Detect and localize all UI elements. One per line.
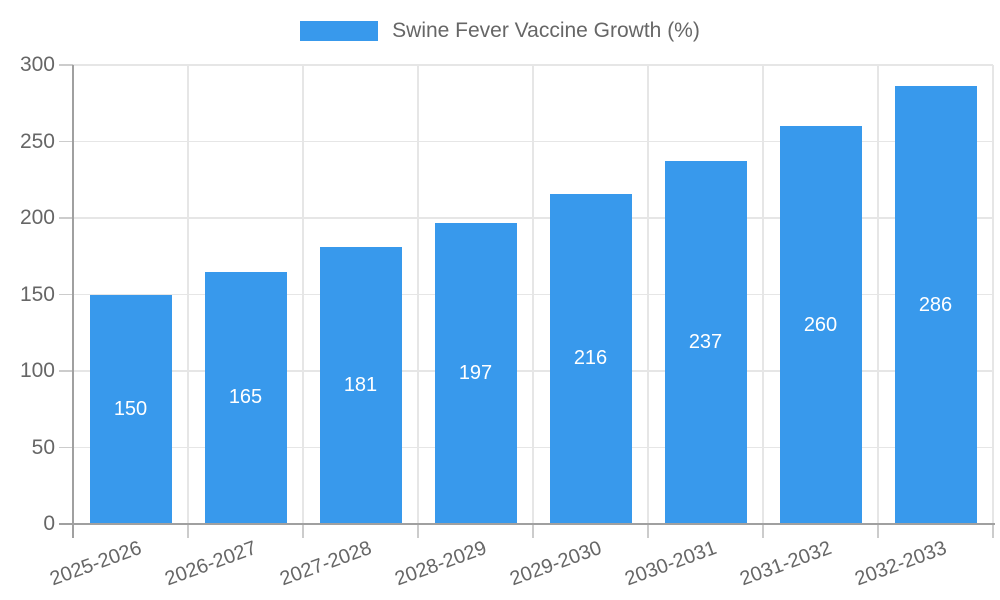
chart-legend[interactable]: Swine Fever Vaccine Growth (%) xyxy=(0,19,1000,42)
y-tick-mark xyxy=(59,140,73,143)
x-gridline xyxy=(992,65,994,524)
y-tick-label: 250 xyxy=(19,129,55,153)
x-gridline xyxy=(877,65,879,524)
x-tick-label: 2029-2030 xyxy=(506,536,605,591)
y-tick-label: 200 xyxy=(19,206,55,229)
x-tick-label: 2025-2026 xyxy=(46,536,145,591)
x-gridline xyxy=(302,65,304,524)
x-gridline xyxy=(647,65,649,524)
x-tick-mark xyxy=(877,524,879,538)
bar-value-label: 181 xyxy=(343,374,378,397)
bar-value-label: 237 xyxy=(688,331,723,354)
y-tick-label: 100 xyxy=(19,359,55,382)
bar-value-label: 197 xyxy=(458,361,493,384)
y-axis-line xyxy=(72,65,74,538)
x-tick-label: 2027-2028 xyxy=(276,536,375,591)
bar: 216 xyxy=(549,193,632,524)
x-tick-mark xyxy=(992,524,994,538)
bar-value-label: 150 xyxy=(113,397,148,420)
x-gridline xyxy=(762,65,764,524)
legend-label: Swine Fever Vaccine Growth (%) xyxy=(392,19,700,42)
x-tick-label: 2026-2027 xyxy=(161,536,260,591)
bar-value-label: 165 xyxy=(228,386,263,409)
y-tick-mark xyxy=(59,446,73,449)
bar: 286 xyxy=(894,86,977,524)
x-tick-mark xyxy=(532,524,534,538)
x-tick-mark xyxy=(187,524,189,538)
bar-value-label: 286 xyxy=(918,293,953,316)
bar: 197 xyxy=(434,222,517,524)
y-tick-label: 150 xyxy=(19,282,55,306)
legend-swatch xyxy=(300,21,379,41)
bar: 150 xyxy=(89,294,172,524)
x-tick-mark xyxy=(762,524,764,538)
bar-value-label: 260 xyxy=(803,313,838,336)
bar: 260 xyxy=(779,126,862,524)
y-tick-mark xyxy=(59,370,73,372)
y-tick-mark xyxy=(59,217,73,219)
x-tick-label: 2031-2032 xyxy=(736,536,835,591)
x-gridline xyxy=(532,65,534,524)
x-tick-label: 2028-2029 xyxy=(391,536,490,591)
y-tick-mark xyxy=(59,293,73,296)
x-tick-label: 2030-2031 xyxy=(621,536,720,591)
bar: 237 xyxy=(664,161,747,524)
y-tick-label: 50 xyxy=(31,435,55,459)
x-tick-mark xyxy=(417,524,419,538)
bar: 181 xyxy=(319,247,402,524)
x-tick-mark xyxy=(647,524,649,538)
y-tick-label: 0 xyxy=(43,512,55,535)
x-tick-mark xyxy=(302,524,304,538)
x-gridline xyxy=(417,65,419,524)
x-axis-line xyxy=(59,523,995,525)
y-tick-mark xyxy=(59,64,73,66)
bar-value-label: 216 xyxy=(573,347,608,370)
x-tick-label: 2032-2033 xyxy=(851,536,950,591)
bar: 165 xyxy=(204,271,287,524)
y-tick-label: 300 xyxy=(19,53,55,76)
x-gridline xyxy=(187,65,189,524)
